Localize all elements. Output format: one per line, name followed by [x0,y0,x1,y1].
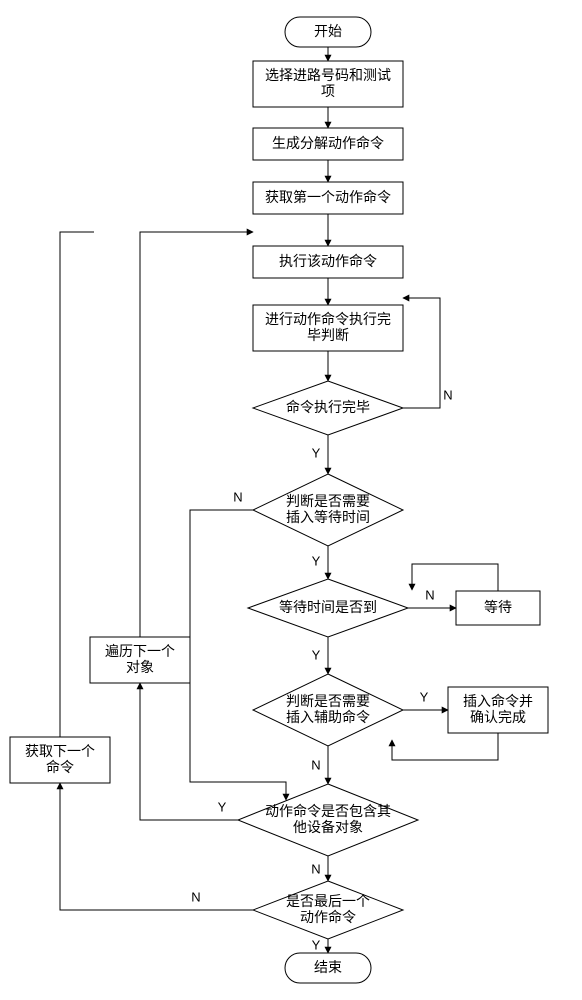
node-p5: 进行动作命令执行完毕判断 [253,305,403,351]
svg-text:生成分解动作命令: 生成分解动作命令 [272,135,384,151]
node-pInsert: 插入命令并确认完成 [448,687,548,733]
svg-text:等待: 等待 [484,599,512,615]
node-d1: 命令执行完毕 [253,381,403,435]
node-pNextObj: 遍历下一个对象 [90,637,190,683]
node-p1: 选择进路号码和测试项 [253,61,403,107]
edge-label-14: N [311,757,320,772]
edge-label-18: N [191,889,200,904]
svg-text:判断是否需要插入辅助命令: 判断是否需要插入辅助命令 [286,693,370,725]
edge-label-12: Y [420,689,429,704]
edge-label-17: N [311,861,320,876]
node-d4: 判断是否需要插入辅助命令 [253,674,403,746]
edge-16 [140,232,253,637]
node-p4: 执行该动作命令 [253,246,403,278]
edge-label-15: Y [218,799,227,814]
node-end: 结束 [285,953,371,983]
edge-label-6: Y [312,445,321,460]
node-pNextCmd: 获取下一个命令 [10,737,110,783]
edge-label-10: N [425,587,434,602]
node-d3: 等待时间是否到 [248,579,408,637]
node-start: 开始 [285,17,371,47]
edge-label-7: N [443,387,452,402]
node-d5: 动作命令是否包含其他设备对象 [238,784,418,856]
svg-text:获取第一个动作命令: 获取第一个动作命令 [265,189,391,205]
edge-13 [392,733,498,760]
svg-text:开始: 开始 [314,23,342,39]
edge-label-9: Y [312,647,321,662]
edge-label-20: N [233,489,242,504]
node-d6: 是否最后一个动作命令 [253,881,403,939]
node-pWait: 等待 [456,591,540,625]
edge-19 [60,232,94,737]
edge-label-8: Y [312,553,321,568]
nodes-layer: 开始结束 选择进路号码和测试项生成分解动作命令获取第一个动作命令执行该动作命令进行… [10,17,548,983]
svg-text:判断是否需要插入等待时间: 判断是否需要插入等待时间 [286,493,370,525]
edge-7 [403,298,440,408]
edge-20 [190,510,286,800]
svg-text:命令执行完毕: 命令执行完毕 [286,399,370,415]
svg-text:等待时间是否到: 等待时间是否到 [279,599,377,615]
svg-text:插入命令并确认完成: 插入命令并确认完成 [463,693,533,725]
node-d2: 判断是否需要插入等待时间 [253,474,403,546]
svg-text:结束: 结束 [314,959,342,975]
node-p3: 获取第一个动作命令 [253,182,403,214]
edge-label-21: Y [312,937,321,952]
svg-text:执行该动作命令: 执行该动作命令 [279,253,377,269]
node-p2: 生成分解动作命令 [253,128,403,160]
